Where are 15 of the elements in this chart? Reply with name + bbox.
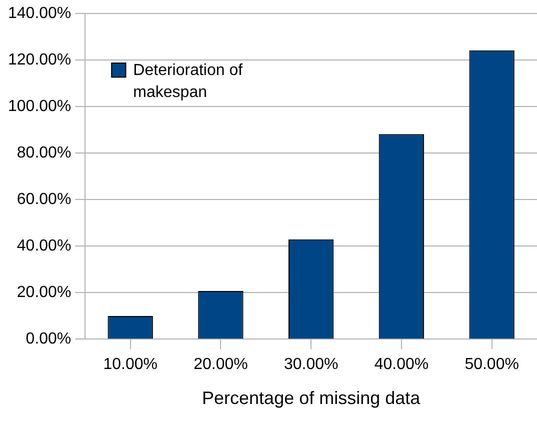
y-tick-label: 20.00% <box>16 284 72 302</box>
y-tick-label: 0.00% <box>26 330 72 348</box>
x-tick-label: 20.00% <box>194 356 248 374</box>
y-tick-label: 140.00% <box>8 5 72 22</box>
x-tick-label: 10.00% <box>103 356 158 374</box>
y-tick-label: 80.00% <box>16 144 72 162</box>
y-tick-label: 40.00% <box>16 238 72 255</box>
y-tick-label: 120.00% <box>8 52 72 69</box>
x-axis-title: Percentage of missing data <box>202 388 422 408</box>
x-tick-label: 30.00% <box>284 356 338 374</box>
y-tick-label: 100.00% <box>8 98 72 116</box>
y-tick-label: 60.00% <box>16 191 72 208</box>
x-tick-label: 40.00% <box>374 356 429 374</box>
x-tick-label: 50.00% <box>464 356 519 374</box>
legend-label: Deterioration of makespan <box>133 62 244 102</box>
